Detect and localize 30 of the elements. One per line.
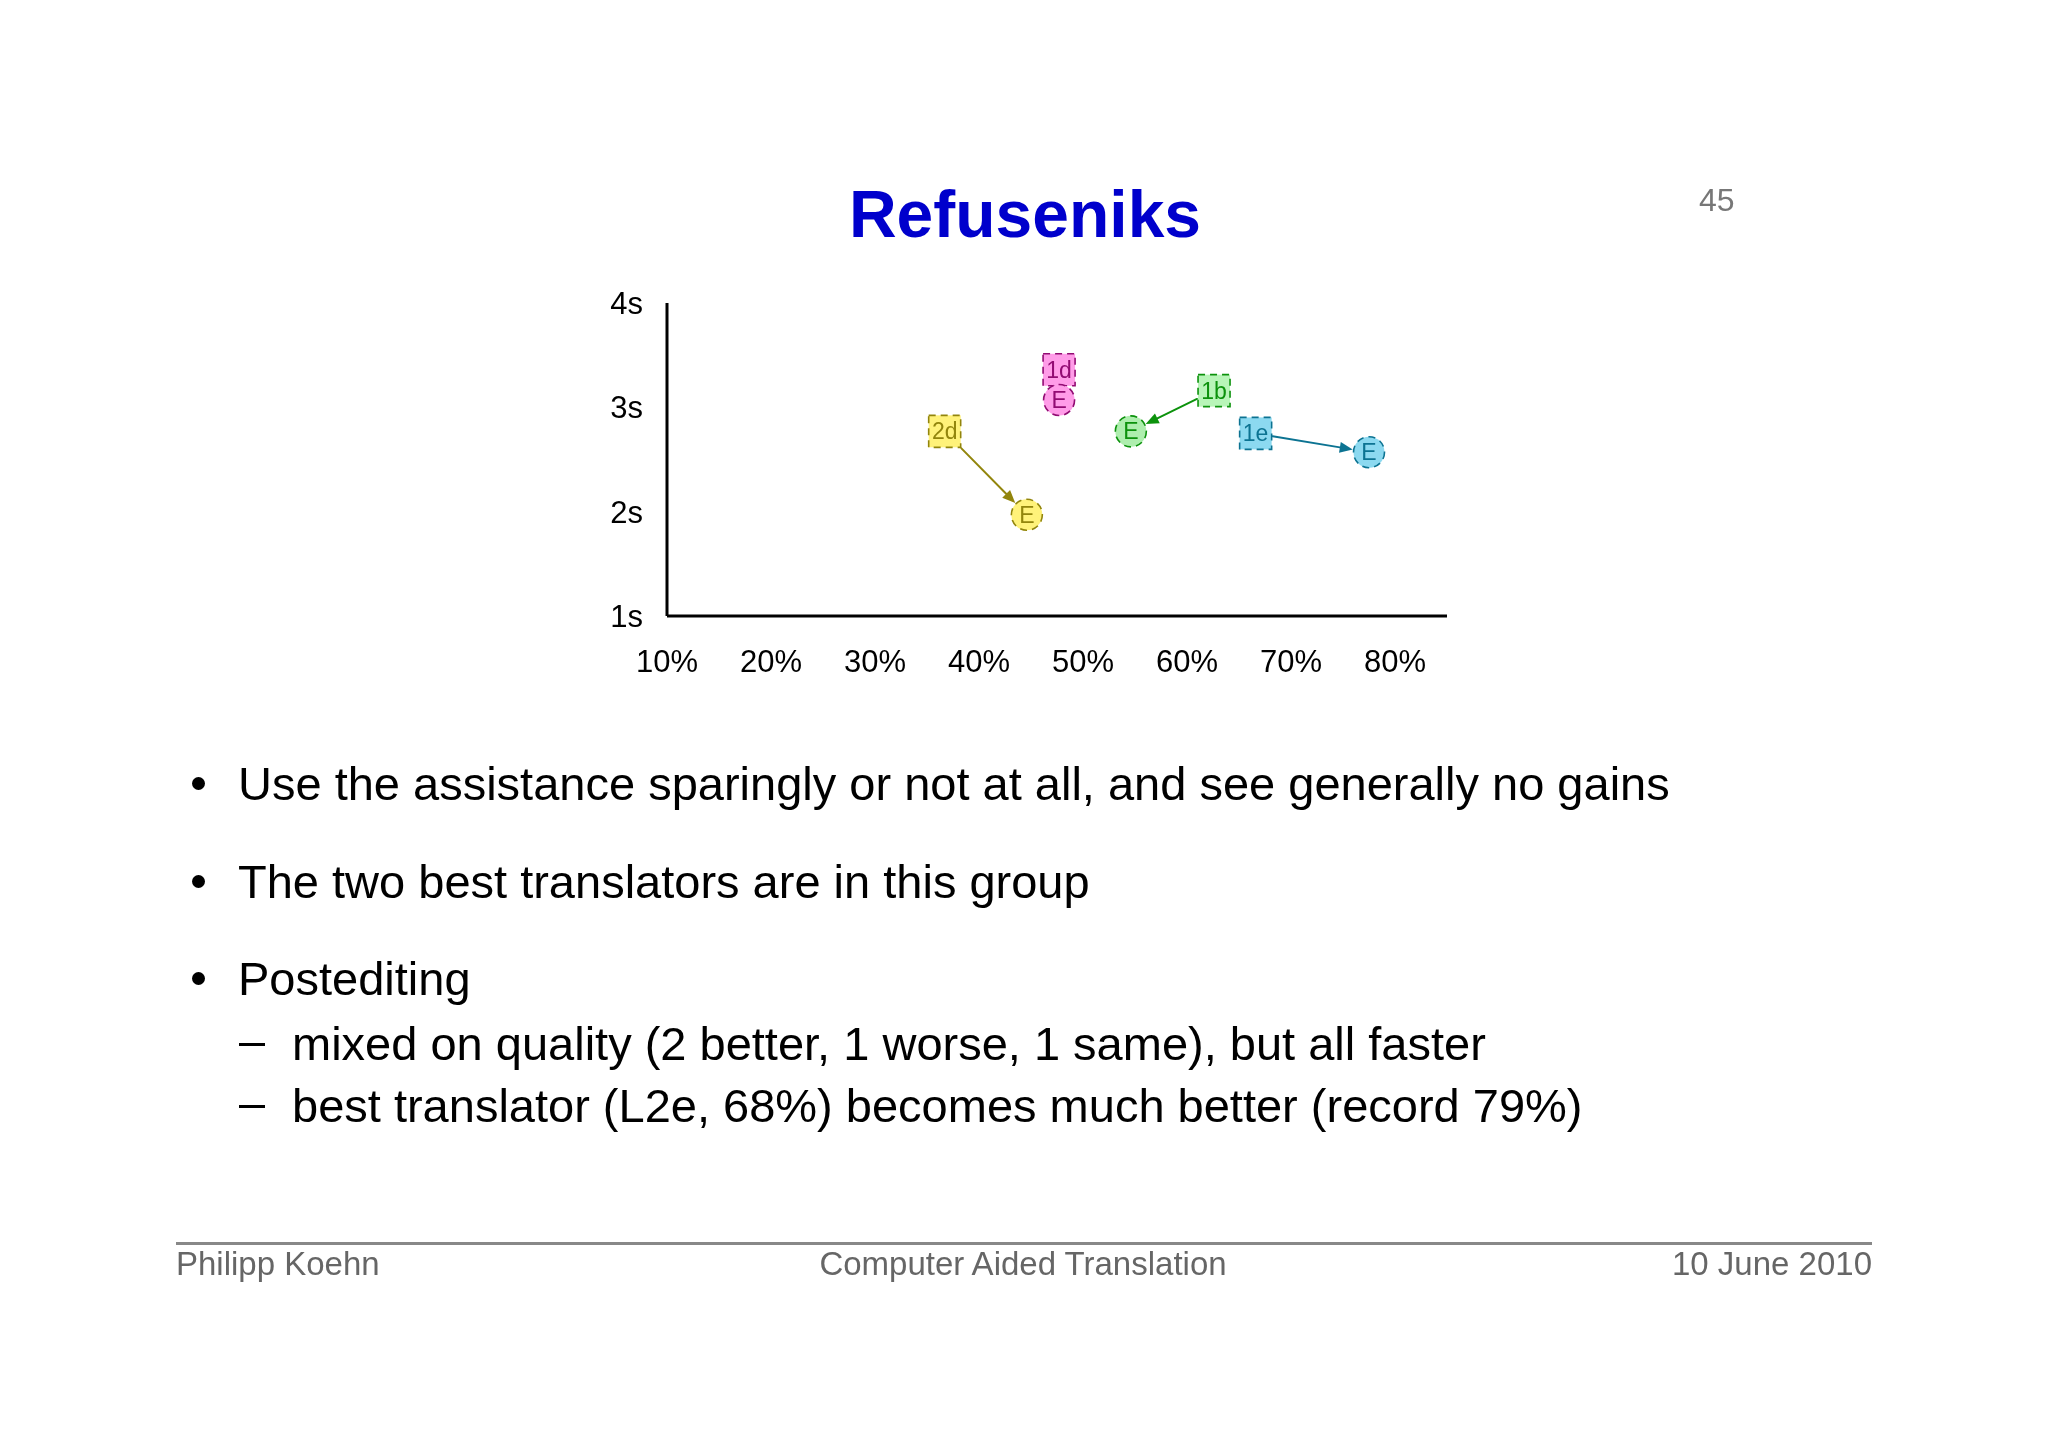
annotation: E [1123,418,1139,445]
x-tick-label: 60% [1155,644,1219,680]
x-tick-label: 80% [1363,644,1427,680]
text: 10 June 2010 [1671,1244,1872,1282]
x-tick-label: 40% [947,644,1011,680]
annotation: E [1361,439,1377,466]
text: Use the assistance sparingly or not at all, and see generally no gains [238,756,1670,810]
annotation: 1d [1046,356,1072,383]
annotation: E [1051,387,1067,414]
chart-title: Refuseniks [848,177,1202,251]
annotation: E [1019,501,1035,528]
x-tick-label: 30% [843,644,907,680]
text: The two best translators are in this group [238,854,1090,908]
text: Philipp Koehn [176,1244,380,1282]
y-tick-label: 3s [610,390,643,426]
x-tick-label: 20% [739,644,803,680]
text: best translator (L2e, 68%) becomes much better (record 79%) [292,1078,1583,1132]
y-tick-label: 2s [610,494,643,530]
text: Computer Aided Translation [819,1244,1227,1282]
x-tick-label: 50% [1051,644,1115,680]
y-tick-label: 1s [610,599,643,635]
text: Postediting [238,951,471,1005]
x-tick-label: 70% [1259,644,1323,680]
y-tick-label: 4s [610,286,643,322]
text: 45 [1699,182,1735,218]
annotation: 1b [1201,377,1227,404]
x-tick-label: 10% [635,644,699,680]
annotation: 2d [931,418,958,445]
annotation: 1e [1242,420,1269,447]
text: mixed on quality (2 better, 1 worse, 1 same), but all faster [292,1016,1486,1070]
